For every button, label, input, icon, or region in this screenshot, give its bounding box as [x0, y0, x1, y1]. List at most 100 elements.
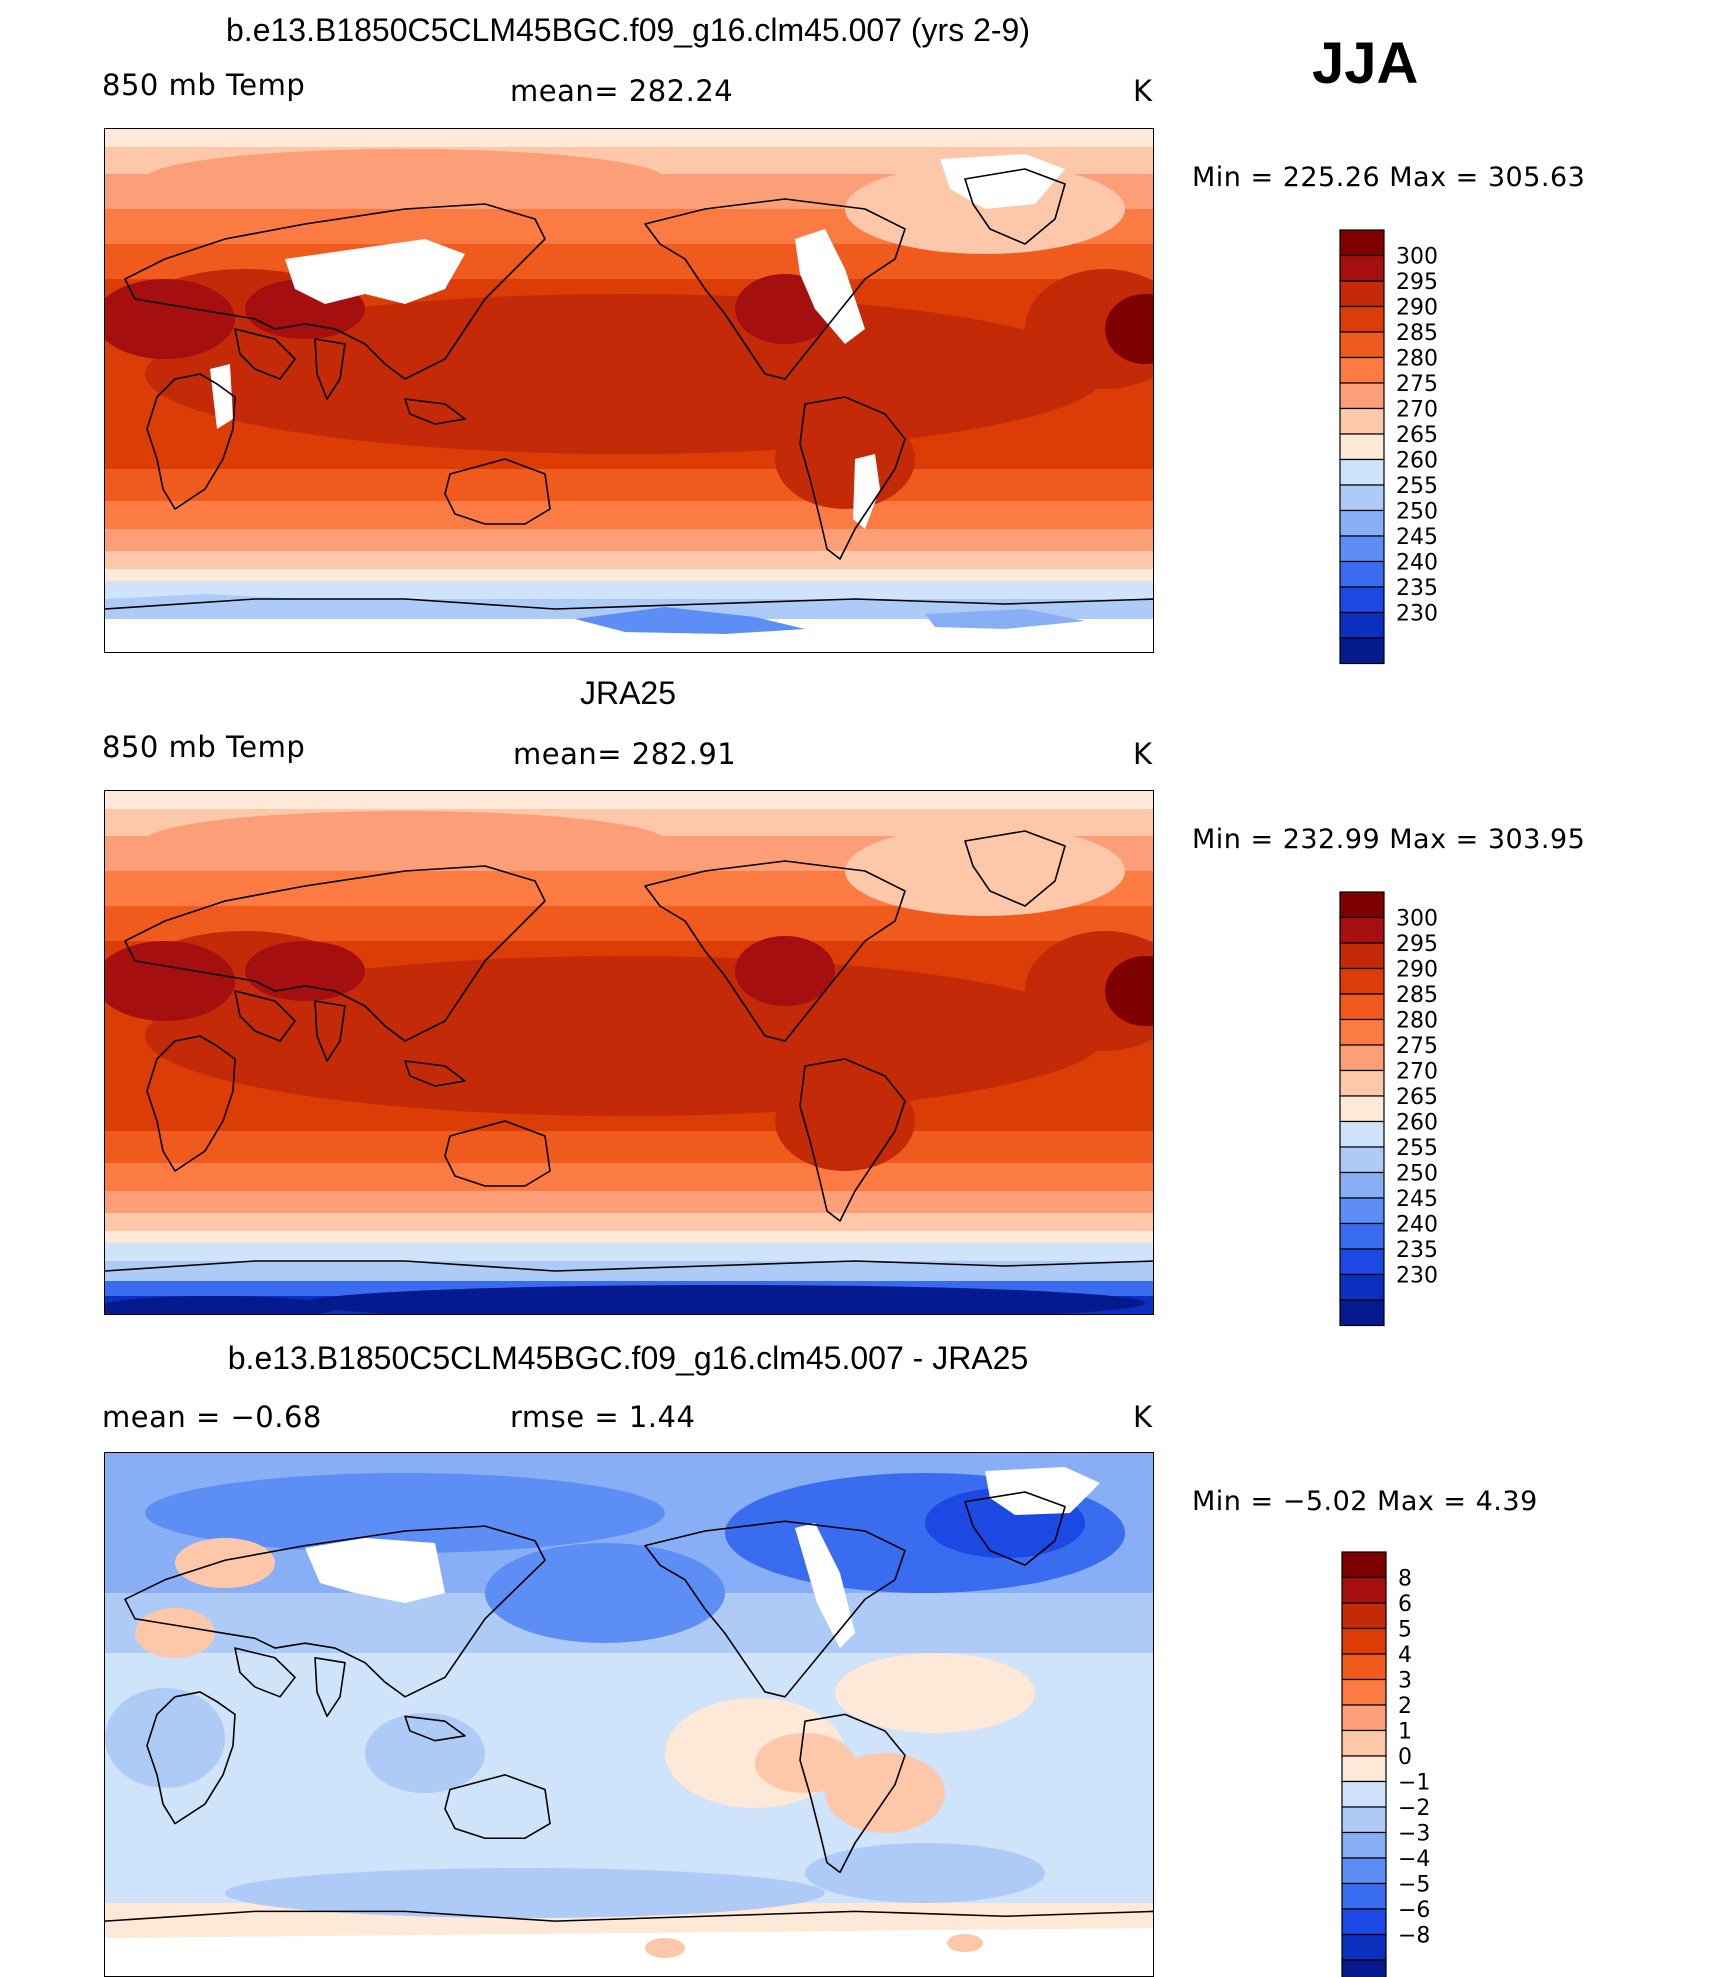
panel-1-minmax: Min = 225.26 Max = 305.63: [1192, 162, 1586, 193]
panel-3-colorbar-tick-label: 2: [1398, 1694, 1412, 1719]
panel-3-colorbar-box: [1341, 1576, 1387, 1604]
panel-3-colorbar-tick-label: 6: [1398, 1592, 1412, 1617]
panel-3-colorbar-box: [1341, 1551, 1387, 1579]
panel-1-colorbar-box: [1339, 229, 1385, 257]
panel-2-colorbar-box: [1339, 1095, 1385, 1123]
panel-3-colorbar-tick-label: −6: [1398, 1898, 1430, 1923]
panel-1-map: [104, 128, 1154, 653]
panel-3-colorbar-box: [1341, 1806, 1387, 1834]
panel-3-minmax: Min = −5.02 Max = 4.39: [1192, 1486, 1538, 1517]
panel-1-colorbar-box: [1339, 280, 1385, 308]
panel-1-colorbar-tick-label: 295: [1396, 270, 1438, 295]
panel-2-colorbar-box: [1339, 916, 1385, 944]
panel-2-colorbar-box: [1339, 1248, 1385, 1276]
panel-2-colorbar-tick-label: 255: [1396, 1136, 1438, 1161]
panel-1-colorbar-box: [1339, 433, 1385, 461]
panel-2-minmax: Min = 232.99 Max = 303.95: [1192, 824, 1586, 855]
panel-3-colorbar-box: [1341, 1627, 1387, 1655]
panel-3-colorbar-tick-label: 0: [1398, 1745, 1412, 1770]
panel-1-colorbar-box: [1339, 458, 1385, 486]
panel-3-colorbar-tick-label: −3: [1398, 1822, 1430, 1847]
panel-1-colorbar-box: [1339, 407, 1385, 435]
panel-3-mean-label: mean = −0.68: [102, 1400, 322, 1434]
panel-2-map-canvas: [105, 791, 1153, 1314]
panel-3-colorbar-box: [1341, 1882, 1387, 1910]
panel-2-colorbar-tick-label: 290: [1396, 958, 1438, 983]
panel-3-colorbar-tick-label: −8: [1398, 1924, 1430, 1949]
panel-2-colorbar-tick-label: 300: [1396, 907, 1438, 932]
panel-2-colorbar-tick-label: 230: [1396, 1264, 1438, 1289]
panel-3-rmse-label: rmse = 1.44: [510, 1400, 696, 1434]
panel-2-colorbar-box: [1339, 1069, 1385, 1097]
panel-1-colorbar-tick-label: 230: [1396, 602, 1438, 627]
panel-2-colorbar-tick-label: 260: [1396, 1111, 1438, 1136]
panel-1-map-canvas: [105, 129, 1153, 652]
panel-3-map: [104, 1452, 1154, 1977]
panel-3-colorbar: 8 6 5 4 3 2 1 0 −1 −2 −3 −4 −5 −6 −8: [1340, 1550, 1520, 1977]
panel-3-colorbar-tick-label: −4: [1398, 1847, 1430, 1872]
panel-3-colorbar-box: [1341, 1780, 1387, 1808]
panel-1-variable-label: 850 mb Temp: [102, 68, 306, 102]
panel-2-colorbar-tick-label: 275: [1396, 1034, 1438, 1059]
panel-3-colorbar-box: [1341, 1602, 1387, 1630]
panel-2-colorbar-tick-label: 285: [1396, 983, 1438, 1008]
panel-1-title: b.e13.B1850C5CLM45BGC.f09_g16.clm45.007 …: [226, 12, 1030, 48]
panel-2-colorbar-box: [1339, 1222, 1385, 1250]
panel-3-colorbar-tick-label: 4: [1398, 1643, 1412, 1668]
panel-3-colorbar-box: [1341, 1933, 1387, 1961]
panel-2-colorbar-box: [1339, 1299, 1385, 1327]
panel-3-map-canvas: [105, 1453, 1153, 1965]
panel-2-colorbar-tick-label: 265: [1396, 1085, 1438, 1110]
panel-1-units-label: K: [1133, 74, 1153, 108]
panel-1-colorbar: 300 295 290 285 280 275 270 265 260 255 250 245 240 2…: [1338, 228, 1518, 665]
panel-1-colorbar-box: [1339, 637, 1385, 665]
panel-3-colorbar-tick-label: −5: [1398, 1873, 1430, 1898]
panel-3-title: b.e13.B1850C5CLM45BGC.f09_g16.clm45.007 …: [227, 1340, 1029, 1376]
panel-2-map: [104, 790, 1154, 1315]
panel-3-colorbar-box: [1341, 1729, 1387, 1757]
panel-2-colorbar-box: [1339, 891, 1385, 919]
panel-1-colorbar-tick-label: 290: [1396, 296, 1438, 321]
panel-3-colorbar-tick-label: −2: [1398, 1796, 1430, 1821]
panel-1-colorbar-tick-label: 280: [1396, 347, 1438, 372]
panel-2-units-label: K: [1133, 737, 1153, 771]
panel-1-colorbar-box: [1339, 331, 1385, 359]
panel-1-colorbar-tick-label: 255: [1396, 474, 1438, 499]
panel-1-colorbar-box: [1339, 535, 1385, 563]
panel-2-colorbar-box: [1339, 1197, 1385, 1225]
panel-3-colorbar-tick-label: 5: [1398, 1618, 1412, 1643]
panel-3-colorbar-box: [1341, 1755, 1387, 1783]
panel-3-colorbar-box: [1341, 1653, 1387, 1681]
panel-1-colorbar-tick-label: 240: [1396, 551, 1438, 576]
panel-1-colorbar-tick-label: 300: [1396, 245, 1438, 270]
panel-1-mean-label: mean= 282.24: [510, 74, 734, 108]
season-label: JJA: [1312, 31, 1419, 96]
panel-1-colorbar-tick-label: 250: [1396, 500, 1438, 525]
panel-2-colorbar-tick-label: 295: [1396, 932, 1438, 957]
panel-3-colorbar-tick-label: −1: [1398, 1771, 1430, 1796]
panel-1-colorbar-tick-label: 270: [1396, 398, 1438, 423]
panel-2-colorbar-box: [1339, 942, 1385, 970]
panel-2-colorbar-box: [1339, 967, 1385, 995]
panel-1-colorbar-tick-label: 285: [1396, 321, 1438, 346]
panel-2-colorbar-tick-label: 240: [1396, 1213, 1438, 1238]
panel-3-colorbar-box: [1341, 1704, 1387, 1732]
panel-1-colorbar-tick-label: 235: [1396, 576, 1438, 601]
panel-3-units-label: K: [1133, 1400, 1153, 1434]
panel-1-colorbar-tick-label: 265: [1396, 423, 1438, 448]
panel-2-colorbar-tick-label: 280: [1396, 1009, 1438, 1034]
panel-2-colorbar-tick-label: 235: [1396, 1238, 1438, 1263]
panel-1-colorbar-tick-label: 275: [1396, 372, 1438, 397]
panel-1-colorbar-box: [1339, 484, 1385, 512]
panel-2-title: JRA25: [579, 675, 677, 711]
panel-1-colorbar-box: [1339, 509, 1385, 537]
panel-3-colorbar-box: [1341, 1678, 1387, 1706]
panel-2-colorbar-tick-label: 270: [1396, 1060, 1438, 1085]
panel-3-colorbar-box: [1341, 1908, 1387, 1936]
panel-1-colorbar-box: [1339, 254, 1385, 282]
panel-2-colorbar-box: [1339, 1120, 1385, 1148]
panel-2-colorbar-svg: 3002952902852802752702652602552502452402…: [1339, 891, 1438, 1327]
panel-3-colorbar-tick-label: 1: [1398, 1720, 1412, 1745]
panel-2-colorbar-box: [1339, 1044, 1385, 1072]
